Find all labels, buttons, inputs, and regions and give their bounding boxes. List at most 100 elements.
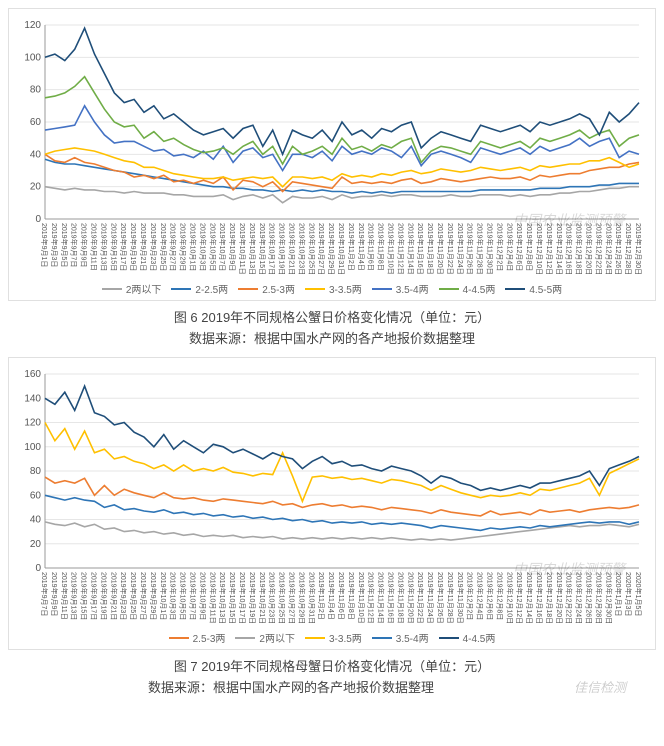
svg-text:2019年9月19日: 2019年9月19日	[99, 572, 108, 620]
svg-text:2019年10月23日: 2019年10月23日	[268, 572, 277, 624]
svg-text:120: 120	[24, 418, 41, 429]
svg-text:2019年12月16日: 2019年12月16日	[535, 572, 544, 624]
svg-text:2019年12月6日: 2019年12月6日	[486, 572, 495, 620]
svg-text:2019年11月4日: 2019年11月4日	[327, 572, 336, 620]
svg-text:2019年12月14日: 2019年12月14日	[555, 223, 564, 275]
svg-text:2019年10月5日: 2019年10月5日	[179, 572, 188, 620]
svg-text:2019年12月4日: 2019年12月4日	[476, 572, 485, 620]
svg-text:2019年11月14日: 2019年11月14日	[406, 223, 415, 275]
svg-text:2019年10月17日: 2019年10月17日	[238, 572, 247, 624]
chart-1-legend: 2两以下 2-2.5两 2.5-3两 3-3.5两 3.5-4两 4-4.5两 …	[15, 281, 649, 296]
svg-text:2019年9月13日: 2019年9月13日	[99, 223, 108, 271]
svg-text:100: 100	[24, 52, 41, 63]
svg-text:2019年10月11日: 2019年10月11日	[238, 223, 247, 275]
svg-text:2019年12月22日: 2019年12月22日	[594, 223, 603, 275]
svg-text:2019年10月25日: 2019年10月25日	[307, 223, 316, 275]
svg-text:2019年10月19日: 2019年10月19日	[278, 223, 287, 275]
svg-text:2019年11月20日: 2019年11月20日	[436, 223, 445, 275]
svg-text:20: 20	[30, 539, 42, 550]
svg-text:2019年11月22日: 2019年11月22日	[446, 223, 455, 275]
svg-text:2019年12月6日: 2019年12月6日	[515, 223, 524, 271]
svg-text:2019年11月18日: 2019年11月18日	[396, 572, 405, 624]
svg-text:80: 80	[30, 85, 42, 96]
chart-1-svg: 0204060801001202019年9月1日2019年9月3日2019年9月…	[15, 17, 647, 277]
svg-text:2020年1月3日: 2020年1月3日	[624, 572, 633, 616]
svg-text:2019年11月8日: 2019年11月8日	[377, 223, 386, 271]
svg-text:2019年12月24日: 2019年12月24日	[604, 223, 613, 275]
svg-text:2019年9月5日: 2019年9月5日	[60, 223, 69, 267]
svg-text:2019年11月16日: 2019年11月16日	[416, 223, 425, 275]
legend-item: 2两以下	[235, 630, 295, 645]
legend-item: 3.5-4两	[372, 281, 429, 296]
svg-text:2019年11月28日: 2019年11月28日	[446, 572, 455, 624]
svg-text:2019年9月23日: 2019年9月23日	[119, 572, 128, 620]
svg-text:2019年11月24日: 2019年11月24日	[426, 572, 435, 624]
svg-text:2019年12月16日: 2019年12月16日	[565, 223, 574, 275]
svg-text:20: 20	[30, 182, 42, 193]
svg-text:2019年9月23日: 2019年9月23日	[149, 223, 158, 271]
svg-text:2019年9月15日: 2019年9月15日	[109, 223, 118, 271]
svg-text:2019年12月26日: 2019年12月26日	[614, 223, 623, 275]
svg-text:2019年9月21日: 2019年9月21日	[109, 572, 118, 620]
svg-text:2019年12月30日: 2019年12月30日	[634, 223, 643, 275]
svg-text:2020年1月1日: 2020年1月1日	[614, 572, 623, 616]
legend-item: 3.5-4两	[372, 630, 429, 645]
legend-item: 2两以下	[102, 281, 162, 296]
svg-text:2019年12月8日: 2019年12月8日	[525, 223, 534, 271]
svg-text:2019年11月12日: 2019年11月12日	[367, 572, 376, 624]
svg-text:2019年9月27日: 2019年9月27日	[169, 223, 178, 271]
svg-text:2019年10月5日: 2019年10月5日	[208, 223, 217, 271]
svg-text:2019年12月10日: 2019年12月10日	[505, 572, 514, 624]
chart-2-source: 数据来源：根据中国水产网的各产地报价数据整理 佳信检测	[8, 677, 656, 696]
svg-text:2019年10月31日: 2019年10月31日	[307, 572, 316, 624]
svg-text:2019年9月9日: 2019年9月9日	[50, 572, 59, 616]
svg-text:2019年11月26日: 2019年11月26日	[436, 572, 445, 624]
svg-text:2019年11月6日: 2019年11月6日	[337, 572, 346, 620]
svg-text:2019年12月14日: 2019年12月14日	[525, 572, 534, 624]
svg-text:2019年9月21日: 2019年9月21日	[139, 223, 148, 271]
svg-text:2019年11月28日: 2019年11月28日	[476, 223, 485, 275]
svg-text:2019年11月2日: 2019年11月2日	[347, 223, 356, 271]
svg-text:2019年9月19日: 2019年9月19日	[129, 223, 138, 271]
svg-text:2019年9月13日: 2019年9月13日	[70, 572, 79, 620]
svg-text:2019年10月15日: 2019年10月15日	[228, 572, 237, 624]
svg-text:2019年12月20日: 2019年12月20日	[585, 223, 594, 275]
svg-text:2019年11月18日: 2019年11月18日	[426, 223, 435, 275]
svg-text:2019年12月12日: 2019年12月12日	[545, 223, 554, 275]
svg-text:2019年9月7日: 2019年9月7日	[40, 572, 49, 616]
chart-2-svg: 0204060801001201401602019年9月7日2019年9月9日2…	[15, 366, 647, 626]
svg-text:60: 60	[30, 490, 42, 501]
svg-text:2019年12月12日: 2019年12月12日	[515, 572, 524, 624]
svg-text:2019年11月4日: 2019年11月4日	[357, 223, 366, 271]
svg-text:2019年10月29日: 2019年10月29日	[327, 223, 336, 275]
svg-text:2019年10月21日: 2019年10月21日	[258, 572, 267, 624]
svg-text:2019年12月18日: 2019年12月18日	[545, 572, 554, 624]
svg-text:2019年10月17日: 2019年10月17日	[268, 223, 277, 275]
svg-text:2019年9月15日: 2019年9月15日	[80, 572, 89, 620]
svg-text:2019年10月23日: 2019年10月23日	[297, 223, 306, 275]
svg-text:2019年12月24日: 2019年12月24日	[575, 572, 584, 624]
svg-text:2019年12月28日: 2019年12月28日	[594, 572, 603, 624]
svg-text:2019年11月24日: 2019年11月24日	[456, 223, 465, 275]
svg-text:2019年11月10日: 2019年11月10日	[357, 572, 366, 624]
svg-text:2019年9月11日: 2019年9月11日	[60, 572, 69, 620]
svg-text:2019年10月3日: 2019年10月3日	[169, 572, 178, 620]
svg-text:2020年1月5日: 2020年1月5日	[634, 572, 643, 616]
svg-text:2019年9月17日: 2019年9月17日	[119, 223, 128, 271]
legend-item: 2.5-3两	[169, 630, 226, 645]
watermark-small: 佳信检测	[574, 677, 626, 696]
svg-text:2019年12月18日: 2019年12月18日	[575, 223, 584, 275]
svg-text:2019年9月29日: 2019年9月29日	[179, 223, 188, 271]
svg-text:2019年9月25日: 2019年9月25日	[129, 572, 138, 620]
svg-text:2019年12月2日: 2019年12月2日	[495, 223, 504, 271]
svg-text:2019年11月10日: 2019年11月10日	[387, 223, 396, 275]
svg-text:2019年10月3日: 2019年10月3日	[198, 223, 207, 271]
svg-text:40: 40	[30, 515, 42, 526]
svg-text:2019年12月28日: 2019年12月28日	[624, 223, 633, 275]
svg-text:60: 60	[30, 117, 42, 128]
svg-text:2019年10月1日: 2019年10月1日	[189, 223, 198, 271]
svg-text:2019年11月26日: 2019年11月26日	[466, 223, 475, 275]
legend-item: 2.5-3两	[238, 281, 295, 296]
svg-text:2019年11月2日: 2019年11月2日	[317, 572, 326, 620]
svg-text:2019年10月27日: 2019年10月27日	[288, 572, 297, 624]
